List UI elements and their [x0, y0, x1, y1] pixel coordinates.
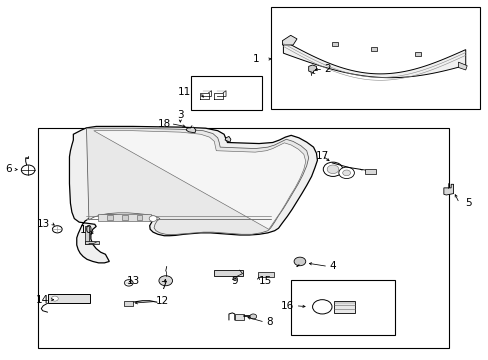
Bar — [331, 42, 337, 46]
Circle shape — [293, 257, 305, 266]
Bar — [136, 215, 142, 220]
Bar — [47, 294, 90, 303]
Bar — [258, 272, 273, 277]
Circle shape — [124, 280, 133, 286]
Bar — [122, 215, 127, 220]
Polygon shape — [69, 126, 317, 263]
Text: 6: 6 — [5, 164, 12, 174]
Circle shape — [342, 170, 350, 176]
Circle shape — [338, 167, 354, 179]
Text: 7: 7 — [160, 282, 166, 292]
Text: 3: 3 — [177, 110, 183, 120]
Polygon shape — [443, 184, 453, 195]
Bar — [38, 128, 448, 348]
Text: 16: 16 — [280, 301, 293, 311]
Bar — [290, 280, 394, 336]
Text: 12: 12 — [156, 296, 169, 306]
Circle shape — [21, 165, 35, 175]
Text: 8: 8 — [266, 317, 272, 327]
Bar — [107, 215, 113, 220]
Polygon shape — [224, 136, 230, 142]
Circle shape — [52, 226, 62, 233]
Bar — [365, 168, 375, 174]
Polygon shape — [458, 62, 466, 70]
Text: 1: 1 — [252, 54, 259, 64]
Text: 15: 15 — [259, 276, 272, 286]
Bar — [191, 76, 261, 111]
Polygon shape — [308, 65, 316, 73]
Circle shape — [323, 162, 342, 176]
Text: 5: 5 — [464, 198, 470, 208]
Polygon shape — [282, 35, 296, 45]
Text: 4: 4 — [329, 261, 336, 271]
Text: 10: 10 — [80, 225, 93, 235]
Polygon shape — [186, 127, 196, 133]
Polygon shape — [283, 41, 465, 78]
Circle shape — [159, 276, 172, 286]
Polygon shape — [94, 131, 305, 229]
Text: 18: 18 — [157, 118, 170, 129]
Bar — [85, 226, 89, 244]
Bar — [123, 301, 132, 306]
Circle shape — [249, 314, 256, 319]
Bar — [370, 47, 376, 51]
Bar — [334, 301, 354, 313]
Bar — [271, 7, 479, 109]
Text: 13: 13 — [126, 276, 140, 286]
Text: 11: 11 — [178, 87, 191, 98]
Bar — [85, 241, 99, 244]
Circle shape — [51, 296, 58, 301]
Circle shape — [149, 216, 157, 221]
Polygon shape — [86, 128, 308, 235]
Circle shape — [326, 165, 338, 174]
Text: 2: 2 — [324, 64, 331, 74]
Text: 14: 14 — [36, 295, 49, 305]
Bar — [98, 214, 151, 221]
Bar — [414, 52, 420, 56]
Circle shape — [312, 300, 331, 314]
Bar — [214, 270, 242, 276]
Text: 9: 9 — [230, 276, 237, 286]
Text: 13: 13 — [37, 219, 50, 229]
Bar — [234, 314, 243, 320]
Text: 17: 17 — [315, 151, 328, 161]
